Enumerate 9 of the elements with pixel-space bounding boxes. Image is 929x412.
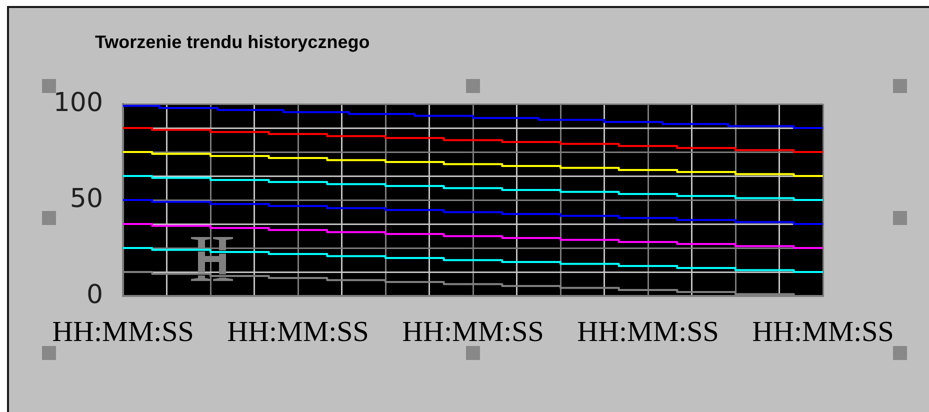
x-tick-label: HH:MM:SS — [577, 316, 719, 348]
chart-title: Tworzenie trendu historycznego — [95, 32, 370, 53]
x-tick-label: HH:MM:SS — [52, 316, 194, 348]
x-tick-label: HH:MM:SS — [752, 316, 894, 348]
y-tick-label: 100 — [53, 88, 103, 118]
x-tick-label: HH:MM:SS — [402, 316, 544, 348]
y-tick-label: 0 — [86, 280, 103, 310]
x-tick-label: HH:MM:SS — [227, 316, 369, 348]
y-tick-label: 50 — [70, 184, 103, 214]
